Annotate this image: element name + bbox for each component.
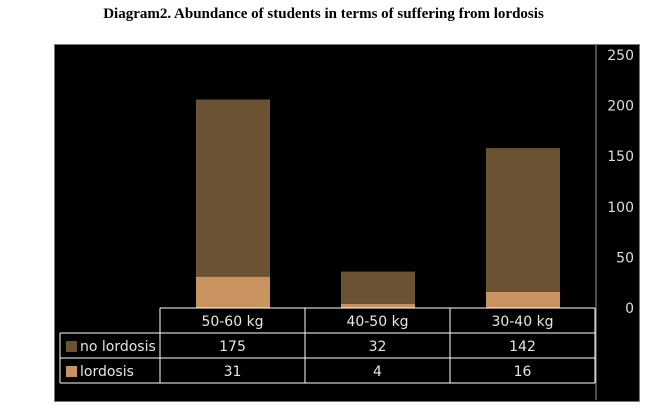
y-tick-label-0: 0 [625,301,634,317]
data-label-lordosis-2: 16 [514,364,532,380]
y-tick-label-2: 100 [607,200,634,216]
y-tick-label-4: 200 [607,99,634,115]
legend-swatch-no-lordosis [66,341,77,352]
legend-label-no-lordosis: no lordosis [80,339,156,355]
bar-no-lordosis-0 [196,99,270,277]
bar-lordosis-1 [341,303,415,308]
legend-label-lordosis: lordosis [80,364,134,380]
chart-title: Diagram2. Abundance of students in terms… [103,6,544,22]
x-tick-label-2: 30-40 kg [491,314,553,330]
data-label-no-lordosis-0: 175 [219,339,246,355]
y-tick-label-5: 250 [607,48,634,64]
legend-swatch-lordosis [66,366,77,377]
y-tick-label-1: 50 [616,250,634,266]
bar-lordosis-2 [486,291,560,308]
y-tick-label-3: 150 [607,149,634,165]
data-label-lordosis-0: 31 [224,364,242,380]
bar-lordosis-0 [196,276,270,308]
x-tick-label-1: 40-50 kg [346,314,408,330]
bar-no-lordosis-1 [341,271,415,304]
data-label-lordosis-1: 4 [373,364,382,380]
x-tick-label-0: 50-60 kg [201,314,263,330]
bar-no-lordosis-2 [486,148,560,292]
data-label-no-lordosis-1: 32 [369,339,387,355]
data-label-no-lordosis-2: 142 [509,339,536,355]
